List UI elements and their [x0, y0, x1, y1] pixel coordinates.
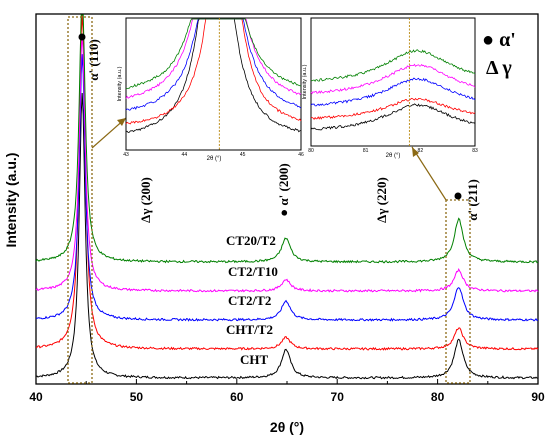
annotation-alpha-211: α' (211) — [465, 179, 480, 221]
series-layer — [35, 14, 539, 380]
series-line-4 — [35, 14, 539, 264]
x-tick-label-80: 80 — [431, 390, 445, 404]
x-tick-label-90: 90 — [531, 390, 545, 404]
x-tick-label-50: 50 — [130, 390, 144, 404]
annotation-gamma-200: Δγ (200) — [138, 177, 153, 223]
inset-0-tick-44: 44 — [182, 152, 188, 158]
inset-211-series — [310, 18, 476, 146]
x-tick-label-40: 40 — [29, 390, 43, 404]
alpha-marker-211 — [454, 192, 462, 200]
annotation-gamma-220: Δγ (220) — [374, 177, 389, 223]
label-ct20-t2: CT20/T2 — [226, 233, 276, 248]
series-line-0 — [35, 92, 539, 380]
connector-211-arrowhead — [412, 147, 419, 157]
x-tick-label-70: 70 — [331, 390, 345, 404]
inset-110: 43 44 45 46 2θ (°) Intensity (a.u.) — [117, 17, 304, 162]
series-line-2 — [35, 54, 539, 322]
label-ct2-t2: CT2/T2 — [228, 293, 271, 308]
highlight-box-211 — [445, 199, 471, 384]
legend-alpha: ● α' — [482, 29, 516, 51]
inset-110-series — [125, 18, 302, 150]
inset-0-tick-45: 45 — [240, 152, 246, 158]
inset-1-tick-83: 83 — [472, 148, 478, 154]
highlight-box-110 — [67, 16, 93, 384]
inset-211: 80 81 82 83 2θ (°) Intensity (a.u.) — [302, 17, 478, 159]
inset-1-line-2 — [310, 77, 476, 107]
inset-110-xlabel: 2θ (°) — [207, 156, 222, 162]
connector-110-arrowhead — [117, 118, 126, 126]
inset-1-line-4 — [310, 49, 476, 82]
x-tick-label-60: 60 — [230, 390, 244, 404]
inset-211-ticks: 80 81 82 83 — [308, 148, 478, 154]
inset-0-tick-43: 43 — [123, 152, 129, 158]
alpha-marker-110 — [78, 33, 86, 41]
inset-1-line-1 — [310, 97, 476, 120]
series-line-3 — [35, 34, 539, 293]
inset-0-line-4 — [126, 18, 302, 89]
inset-0-tick-46: 46 — [298, 152, 304, 158]
inset-211-xlabel: 2θ (°) — [386, 153, 401, 159]
x-axis-ticks: 40 50 60 70 80 90 — [29, 379, 545, 404]
inset-211-frame — [310, 17, 476, 147]
label-cht-t2: CHT/T2 — [226, 322, 273, 337]
inset-211-ylabel: Intensity (a.u.) — [302, 64, 308, 99]
y-axis-label: Intensity (a.u.) — [3, 153, 19, 248]
connector-211 — [411, 146, 447, 201]
inset-110-ylabel: Intensity (a.u.) — [117, 66, 123, 101]
annotation-alpha-200: ● α' (200) — [276, 163, 291, 216]
x-axis-label: 2θ (°) — [270, 419, 304, 435]
label-ct2-t10: CT2/T10 — [228, 264, 278, 279]
inset-1-line-3 — [310, 63, 476, 95]
annotation-alpha-110: α' (110) — [86, 39, 101, 81]
label-cht: CHT — [240, 352, 269, 367]
inset-1-tick-82: 82 — [418, 148, 424, 154]
inset-1-tick-80: 80 — [308, 148, 314, 154]
legend-gamma: Δ γ — [486, 57, 512, 79]
inset-110-frame — [125, 17, 302, 151]
inset-110-ticks: 43 44 45 46 — [123, 152, 304, 158]
inset-1-line-0 — [310, 103, 476, 131]
inset-1-tick-81: 81 — [363, 148, 369, 154]
series-line-1 — [35, 14, 539, 351]
